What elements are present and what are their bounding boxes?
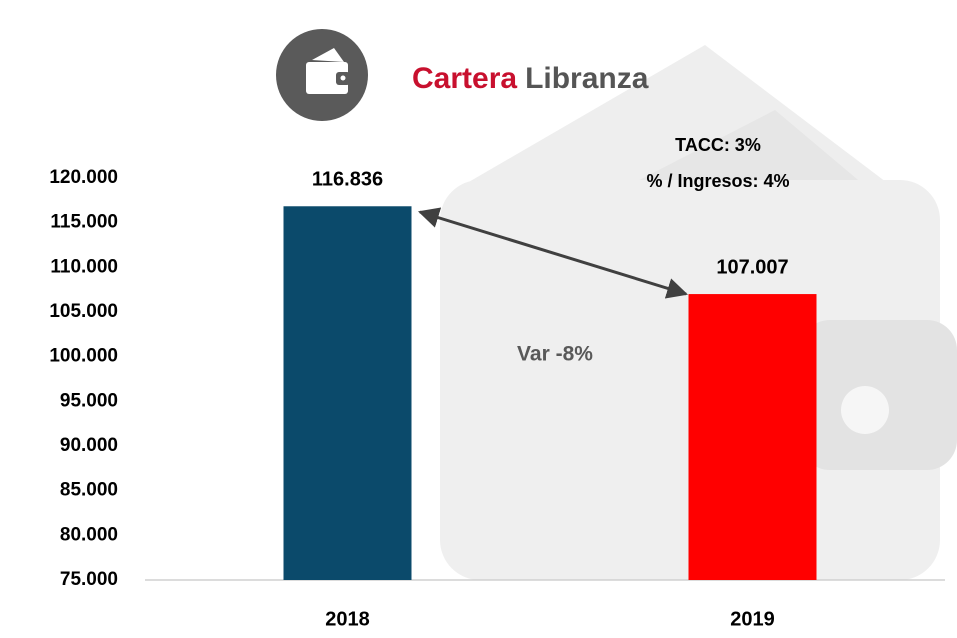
annotation: % / Ingresos: 4% (646, 171, 789, 191)
x-tick-label: 2019 (730, 608, 775, 630)
y-tick-label: 80.000 (60, 524, 118, 545)
bar (284, 206, 412, 580)
annotation: TACC: 3% (675, 135, 761, 155)
y-tick-label: 85.000 (60, 480, 118, 501)
chart: CarteraLibranza 75.000 80.000 85.000 90.000… (0, 0, 957, 633)
y-tick-label: 95.000 (60, 390, 118, 411)
value-label: 107.007 (716, 256, 788, 278)
y-tick-label: 110.000 (50, 256, 118, 277)
wallet-icon (276, 29, 368, 121)
page: CarteraLibranza 75.000 80.000 85.000 90.000… (0, 0, 957, 633)
y-tick-label: 90.000 (60, 435, 118, 456)
y-tick-label: 115.000 (50, 212, 118, 233)
value-label: 116.836 (312, 169, 383, 191)
x-tick-label: 2018 (325, 608, 370, 630)
y-tick-label: 105.000 (49, 301, 118, 322)
y-tick-label: 120.000 (49, 167, 118, 188)
title-part: Libranza (525, 62, 649, 95)
bar (689, 294, 817, 580)
y-tick-label: 75.000 (60, 569, 118, 590)
title-part: Cartera (412, 62, 517, 95)
annotation: Var -8% (517, 343, 593, 366)
y-tick-label: 100.000 (49, 346, 118, 367)
